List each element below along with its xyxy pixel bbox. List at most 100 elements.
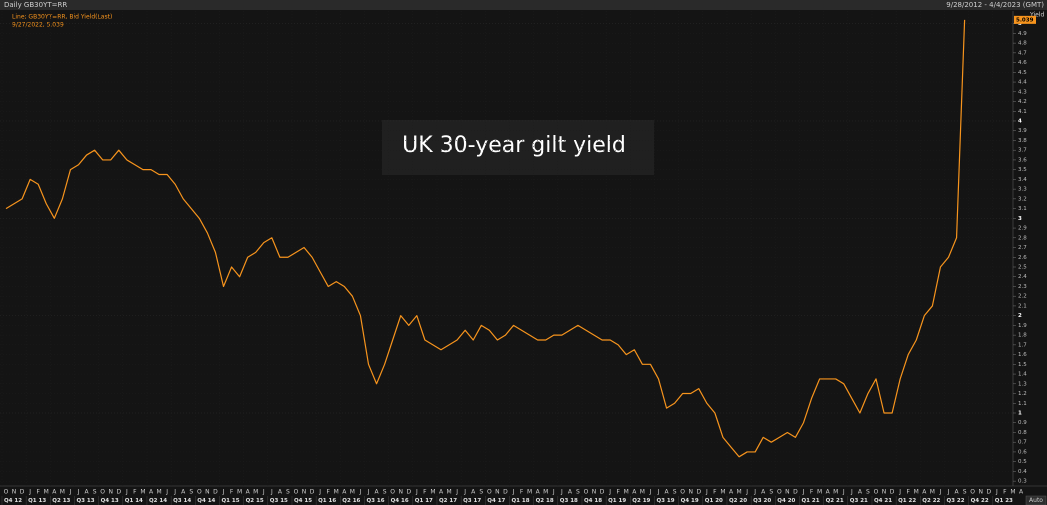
x-tick-label: J	[939, 489, 942, 496]
x-tick-label: N	[882, 489, 887, 496]
x-tick-label: J	[318, 489, 321, 496]
x-tick-label: N	[302, 489, 307, 496]
x-tick-label: O	[874, 489, 879, 496]
x-tick-label: S	[866, 489, 870, 496]
x-tick-label: M	[44, 489, 49, 496]
quarter-label: Q1 14	[125, 498, 143, 504]
x-tick-label: N	[205, 489, 210, 496]
annotation: UK 30-year gilt yield	[402, 133, 626, 158]
x-tick-label: O	[294, 489, 299, 496]
y-tick-label: 2.3	[1018, 284, 1027, 290]
y-tick-label: 1.1	[1018, 401, 1027, 407]
auto-button[interactable]	[1025, 495, 1047, 505]
y-tick-label: 4.5	[1018, 70, 1027, 76]
quarter-label: Q4 22	[971, 498, 989, 504]
x-tick-label: J	[463, 489, 466, 496]
chart-title: Daily GB30YT=RR	[4, 1, 67, 9]
x-tick-label: M	[930, 489, 935, 496]
x-tick-label: O	[390, 489, 395, 496]
quarter-label: Q1 13	[28, 498, 46, 504]
x-tick-label: S	[383, 489, 387, 496]
x-tick-label: A	[568, 489, 573, 496]
x-tick-label: O	[487, 489, 492, 496]
last-value-box	[1014, 15, 1036, 24]
x-tick-label: J	[173, 489, 176, 496]
x-tick-label: J	[745, 489, 748, 496]
quarter-label: Q2 18	[536, 498, 554, 504]
x-tick-label: D	[793, 489, 798, 496]
x-tick-label: D	[310, 489, 315, 496]
y-tick-label: 1.8	[1018, 333, 1027, 339]
y-tick-label: 4.9	[1018, 31, 1027, 37]
x-tick-label: S	[189, 489, 193, 496]
x-tick-label: J	[77, 489, 80, 496]
x-tick-label: J	[262, 489, 265, 496]
y-tick-label: 0.4	[1018, 469, 1027, 475]
x-tick-label: M	[640, 489, 645, 496]
x-tick-label: M	[253, 489, 258, 496]
x-tick-label: O	[970, 489, 975, 496]
quarter-label: Q4 15	[294, 498, 312, 504]
x-tick-label: A	[955, 489, 960, 496]
x-tick-label: J	[455, 489, 458, 496]
date-range: 9/28/2012 - 4/4/2023 (GMT)	[946, 1, 1044, 9]
legend-label: Line; GB30YT=RR, Bid Yield(Last)	[12, 14, 112, 21]
y-tick-label: 4.6	[1018, 60, 1027, 66]
x-tick-label: A	[665, 489, 670, 496]
x-tick-label: F	[713, 489, 717, 496]
x-tick-label: O	[680, 489, 685, 496]
y-tick-label: 2.5	[1018, 264, 1027, 270]
quarter-label: Q4 16	[391, 498, 409, 504]
x-tick-label: M	[736, 489, 741, 496]
x-tick-label: M	[60, 489, 65, 496]
quarter-label: Q2 15	[246, 498, 264, 504]
y-tick-label: 0.5	[1018, 459, 1027, 465]
header-bar	[0, 0, 1047, 10]
x-tick-label: S	[93, 489, 97, 496]
x-tick-label: M	[446, 489, 451, 496]
x-tick-label: N	[108, 489, 113, 496]
series-line	[5, 19, 966, 458]
x-tick-label: J	[995, 489, 998, 496]
quarter-label: Q3 13	[76, 498, 94, 504]
y-tick-label: 1	[1018, 410, 1022, 416]
x-tick-label: M	[817, 489, 822, 496]
quarter-label: Q4 13	[101, 498, 119, 504]
y-tick-label: 3.9	[1018, 128, 1027, 134]
x-tick-label: S	[769, 489, 773, 496]
x-tick-label: A	[439, 489, 444, 496]
quarter-label: Q2 17	[439, 498, 457, 504]
x-tick-label: M	[156, 489, 161, 496]
x-tick-label: M	[430, 489, 435, 496]
x-tick-label: N	[785, 489, 790, 496]
x-tick-label: N	[398, 489, 403, 496]
quarter-label: Q2 21	[826, 498, 844, 504]
x-tick-label: A	[826, 489, 831, 496]
y-tick-label: 4.4	[1018, 80, 1027, 86]
x-tick-label: O	[584, 489, 589, 496]
quarter-label: Q2 16	[342, 498, 360, 504]
x-tick-label: A	[375, 489, 380, 496]
quarter-label: Q2 20	[729, 498, 747, 504]
x-tick-label: F	[230, 489, 234, 496]
quarter-label: Q2 13	[52, 498, 70, 504]
annotation-box	[382, 120, 654, 175]
y-tick-label: 1.3	[1018, 381, 1027, 387]
last-value-label: 5.039	[1016, 17, 1034, 23]
y-tick-label: 2.4	[1018, 274, 1027, 280]
x-tick-label: M	[140, 489, 145, 496]
quarter-label: Q4 19	[681, 498, 699, 504]
y-tick-label: 3.1	[1018, 206, 1027, 212]
x-tick-label: A	[536, 489, 541, 496]
x-tick-label: D	[116, 489, 121, 496]
y-tick-label: 2	[1018, 313, 1022, 319]
x-tick-label: F	[423, 489, 427, 496]
x-tick-label: A	[278, 489, 283, 496]
quarter-label: Q3 16	[366, 498, 384, 504]
x-tick-label: J	[560, 489, 563, 496]
auto-button-label[interactable]: Auto	[1029, 497, 1043, 504]
y-tick-label: 2.7	[1018, 245, 1027, 251]
x-tick-label: J	[359, 489, 362, 496]
x-tick-label: M	[720, 489, 725, 496]
